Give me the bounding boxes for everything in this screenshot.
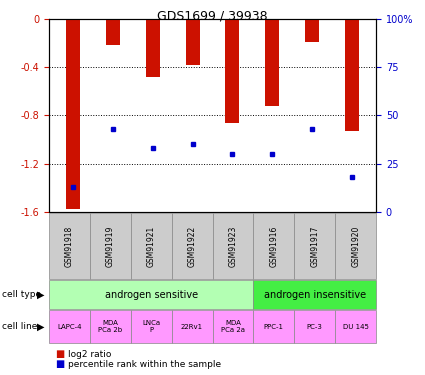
Text: percentile rank within the sample: percentile rank within the sample xyxy=(68,360,221,369)
Text: GSM91916: GSM91916 xyxy=(269,225,278,267)
Text: GSM91917: GSM91917 xyxy=(310,225,319,267)
Text: cell line: cell line xyxy=(2,322,37,331)
Bar xyxy=(345,19,359,131)
Text: GSM91920: GSM91920 xyxy=(351,225,360,267)
Text: GSM91918: GSM91918 xyxy=(65,225,74,267)
Text: PPC-1: PPC-1 xyxy=(264,324,284,330)
Text: androgen sensitive: androgen sensitive xyxy=(105,290,198,300)
Bar xyxy=(305,19,319,42)
Text: LAPC-4: LAPC-4 xyxy=(57,324,82,330)
Text: DU 145: DU 145 xyxy=(343,324,368,330)
Bar xyxy=(66,19,80,210)
Bar xyxy=(226,19,239,123)
Bar xyxy=(106,19,120,45)
Text: MDA
PCa 2a: MDA PCa 2a xyxy=(221,320,245,333)
Text: cell type: cell type xyxy=(2,290,41,299)
Text: PC-3: PC-3 xyxy=(307,324,323,330)
Bar xyxy=(265,19,279,106)
Text: LNCa
P: LNCa P xyxy=(142,320,160,333)
Text: MDA
PCa 2b: MDA PCa 2b xyxy=(98,320,122,333)
Text: GSM91919: GSM91919 xyxy=(106,225,115,267)
Bar xyxy=(146,19,160,77)
Text: ▶: ▶ xyxy=(37,290,45,300)
Text: GSM91923: GSM91923 xyxy=(229,225,238,267)
Text: GDS1699 / 39938: GDS1699 / 39938 xyxy=(157,9,268,22)
Text: ■: ■ xyxy=(55,360,65,369)
Text: 22Rv1: 22Rv1 xyxy=(181,324,203,330)
Text: ▶: ▶ xyxy=(37,322,45,332)
Text: GSM91921: GSM91921 xyxy=(147,225,156,267)
Text: GSM91922: GSM91922 xyxy=(187,225,196,267)
Text: ■: ■ xyxy=(55,350,65,359)
Text: log2 ratio: log2 ratio xyxy=(68,350,111,359)
Bar xyxy=(186,19,199,64)
Text: androgen insensitive: androgen insensitive xyxy=(264,290,366,300)
